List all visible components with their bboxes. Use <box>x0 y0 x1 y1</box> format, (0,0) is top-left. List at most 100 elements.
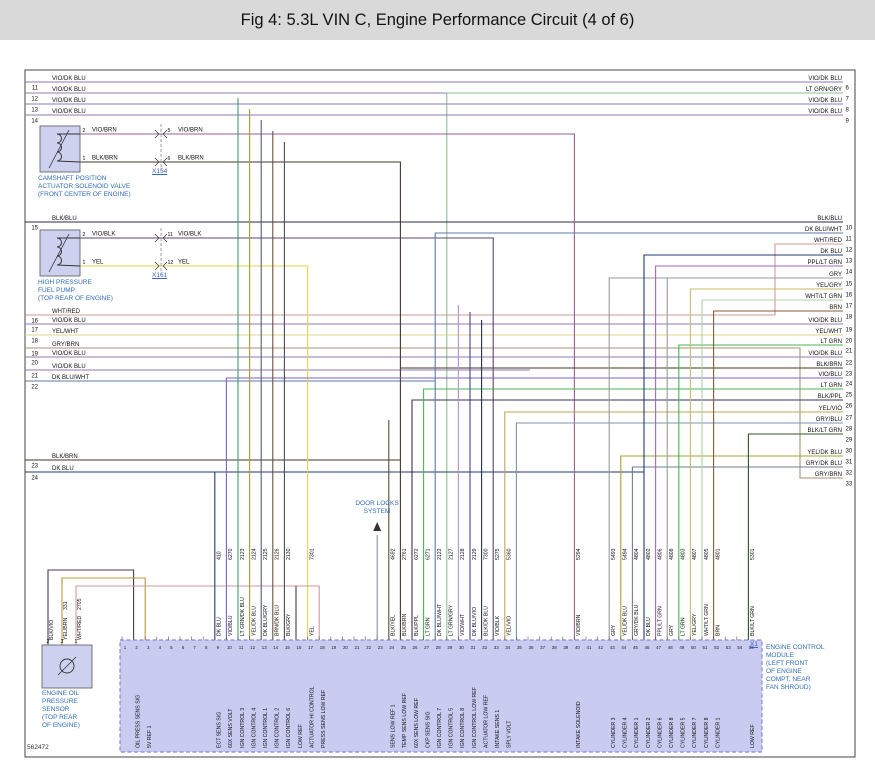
pressure-sensor-icon <box>59 658 75 674</box>
left-pin-number: 14 <box>31 119 38 125</box>
sensor-wire-color-label: BLK/VIO <box>49 620 55 640</box>
ecm-wire-color-label: YEL <box>309 626 315 636</box>
right-wire-label: VIO/DK BLU <box>808 351 842 357</box>
left-wire-label: VIO/DK BLU <box>52 318 86 324</box>
wire-segment <box>747 433 843 640</box>
right-wire-label: LT GRN <box>821 383 842 389</box>
right-pin-number: 11 <box>846 237 853 243</box>
fuel-pump-box <box>39 229 81 277</box>
wire-segment <box>631 466 843 640</box>
right-wire-label: BLK/LT GRN <box>808 428 842 434</box>
right-wire-label: VIO/DK BLU <box>808 98 842 104</box>
ecm-pin-label: CYLINDER 6 <box>657 717 663 748</box>
right-wire-label: LT GRN <box>821 339 842 345</box>
right-pin-number: 13 <box>846 259 853 265</box>
ecm-wire-color-label: VIO/WHT <box>460 613 466 636</box>
ecm-wire-number: 2122 <box>437 548 443 560</box>
ecm-wire-number: 5493 <box>611 548 617 560</box>
ecm-pin-label: IGN CONTROL 3 <box>240 708 246 748</box>
ecm-pin-number: 50 <box>691 645 696 650</box>
right-wire-label: BLK/BRN <box>816 362 842 368</box>
ecm-pin-number: 2 <box>135 645 138 650</box>
ecm-wire-color-label: DK BLU <box>646 617 652 636</box>
ecm-wire-number: 2129 <box>472 548 478 560</box>
wire-segment <box>504 411 843 640</box>
component-pin-number: 1 <box>83 260 86 266</box>
ecm-pin-number: 5 <box>170 645 173 650</box>
ecm-wire-number: 2127 <box>449 548 455 560</box>
ecm-wire-number: 4692 <box>391 548 397 560</box>
ecm-wire-number: 2761 <box>402 548 408 560</box>
document-number: 562472 <box>27 744 49 751</box>
connector-pin-number: 11 <box>168 232 173 238</box>
ecm-pin-label: INTAKE SOLENOID <box>576 701 582 748</box>
ecm-pin-label: 60X SENS VOLT <box>228 708 234 748</box>
ecm-pin-number: 19 <box>331 645 336 650</box>
left-pin-number: 24 <box>31 476 38 482</box>
ecm-wire-color-label: LT GRN/DK BLU <box>240 597 246 636</box>
right-wire-label: YEL/VIO <box>819 406 843 412</box>
ecm-pin-number: 44 <box>621 645 626 650</box>
wire-segment <box>678 344 843 640</box>
page-title: Fig 4: 5.3L VIN C, Engine Performance Ci… <box>240 10 635 29</box>
ecm-wire-number: 4804 <box>634 548 640 560</box>
ecm-pin-label: INTAKE SENS 1 <box>495 710 501 748</box>
right-wire-label: BLK/BLU <box>817 216 842 222</box>
right-pin-number: 22 <box>846 361 853 367</box>
ecm-wire-number: 4805 <box>704 548 710 560</box>
right-pin-number: 27 <box>846 416 853 422</box>
right-wire-label: VIO/DK BLU <box>808 76 842 82</box>
ecm-pin-number: 35 <box>517 645 522 650</box>
right-wire-label: VIO/DK BLU <box>808 318 842 324</box>
ecm-wire-color-label: WHT/LT GRN <box>704 604 710 636</box>
right-pin-number: 7 <box>846 97 850 103</box>
connector-x154-link[interactable]: X154 <box>152 168 168 175</box>
ecm-pin-number: 54 <box>737 645 742 650</box>
right-pin-number: 23 <box>846 372 853 378</box>
ecm-pin-label: CYLINDER 1 <box>634 717 640 748</box>
ecm-pin-label: IGN CONTROL 1 <box>263 708 269 748</box>
ecm-pin-label: IGN CONTROL LOW REF <box>472 687 478 748</box>
ecm-wire-color-label: BRN/DK BLU <box>275 605 281 636</box>
connector-x1-link[interactable]: X1 <box>750 641 758 648</box>
arrow-icon <box>48 129 70 169</box>
ecm-wire-number: 5360 <box>507 548 513 560</box>
ecm-wire-color-label: VIO/BLU <box>228 615 234 636</box>
left-wire-label: VIO/DK BLU <box>52 109 86 115</box>
ecm-pin-number: 38 <box>552 645 557 650</box>
ecm-wire-number: 7300 <box>483 548 489 560</box>
ecm-pin-label: ACTUATOR HI CONTROL <box>309 686 315 748</box>
sensor-pin-number: 3 <box>61 639 64 645</box>
connector-pin-icon <box>154 129 160 139</box>
wire-color-label: VIO/BLK <box>92 232 115 238</box>
ecm-wire-color-label: LT GRN <box>425 617 431 636</box>
right-wire-label: YEL/GRY <box>816 283 842 289</box>
up-arrow-icon <box>373 522 382 531</box>
right-pin-number: 24 <box>846 382 853 388</box>
ecm-pin-number: 17 <box>308 645 313 650</box>
left-pin-number: 21 <box>31 374 38 380</box>
arrow-icon <box>48 233 70 273</box>
ecm-pin-label: IGN CONTROL 4 <box>251 708 257 748</box>
right-wire-label: LT GRN/GRY <box>806 87 842 93</box>
ecm-wire-number: 4808 <box>669 548 675 560</box>
left-pin-number: 19 <box>31 352 38 358</box>
arrow-icon <box>57 656 77 676</box>
left-wire-label: BLK/BLU <box>52 216 77 222</box>
ecm-pin-number: 15 <box>285 645 290 650</box>
connector-x161-link[interactable]: X161 <box>152 272 168 279</box>
ecm-pin-label: 60X SENS LOW REF <box>414 698 420 748</box>
ecm-wire-color-label: GRY <box>611 624 617 636</box>
ecm-wire-number: 4801 <box>715 548 721 560</box>
ecm-pin-number: 8 <box>205 645 208 650</box>
ecm-pin-number: 40 <box>575 645 580 650</box>
wire-segment <box>80 133 575 640</box>
wire-segment <box>80 161 401 640</box>
ecm-wire-color-label: VIO/BLK <box>495 615 501 636</box>
right-wire-label: GRY <box>829 272 842 278</box>
ecm-pin-number: 41 <box>587 645 592 650</box>
right-pin-number: 21 <box>846 349 853 355</box>
right-pin-number: 14 <box>846 270 853 276</box>
ecm-pin-number: 24 <box>389 645 394 650</box>
right-pin-number: 17 <box>846 304 853 310</box>
